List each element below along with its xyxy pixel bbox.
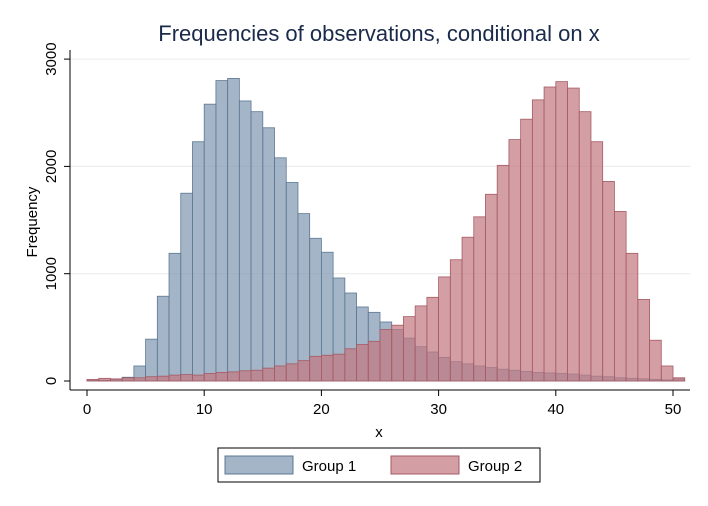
x-tick-label: 0: [83, 401, 91, 418]
bar: [215, 372, 229, 382]
y-tick-label: 0: [43, 377, 60, 385]
bar: [250, 111, 264, 382]
legend-swatch: [390, 455, 460, 475]
y-tick-label: 2000: [43, 150, 60, 183]
bar: [555, 81, 568, 382]
bar: [578, 111, 592, 382]
bar: [602, 181, 615, 382]
bar: [262, 127, 275, 382]
bar: [379, 329, 393, 382]
x-tick-label: 20: [313, 401, 330, 418]
bar: [180, 192, 193, 382]
bar: [98, 377, 111, 382]
axes: 0 1000 2000 3000 0 10 20 30 40 50: [43, 42, 690, 418]
bar: [297, 360, 311, 382]
legend: Group 1 Group 2: [217, 447, 541, 483]
bar: [238, 100, 252, 382]
bar: [531, 99, 545, 382]
bar: [485, 193, 498, 382]
bar: [414, 305, 428, 382]
legend-label: Group 2: [468, 458, 522, 475]
bar: [590, 141, 604, 382]
bar: [543, 86, 557, 382]
bars: [86, 78, 686, 382]
bar: [203, 103, 217, 382]
x-axis-label: x: [375, 424, 383, 441]
y-tick-label: 1000: [43, 257, 60, 290]
bar: [180, 374, 193, 382]
bar: [391, 324, 404, 382]
bar: [121, 377, 135, 382]
x-tick-label: 30: [430, 401, 447, 418]
bar: [567, 87, 580, 382]
bar: [461, 236, 475, 382]
bar: [145, 338, 158, 382]
bar: [660, 365, 674, 382]
legend-label: Group 1: [302, 458, 356, 475]
bar: [508, 139, 522, 382]
bar: [426, 296, 440, 382]
bar: [449, 259, 463, 382]
bar: [520, 118, 533, 382]
x-tick-label: 10: [196, 401, 213, 418]
bar: [356, 344, 369, 382]
chart-title: Frequencies of observations, conditional…: [158, 21, 599, 46]
y-tick-label: 3000: [43, 42, 60, 75]
legend-swatch: [224, 455, 294, 475]
bar: [238, 370, 252, 382]
bar: [110, 378, 123, 382]
bar: [274, 157, 287, 382]
bar: [192, 374, 205, 382]
bar: [614, 211, 627, 382]
bar: [672, 377, 686, 382]
bar: [262, 367, 275, 382]
bar: [637, 299, 650, 382]
bar: [274, 365, 287, 382]
bar: [227, 371, 240, 382]
bar: [227, 78, 240, 382]
bar: [320, 354, 334, 382]
bar: [649, 339, 662, 382]
bar: [285, 182, 299, 382]
bar: [496, 164, 510, 382]
series-2: [86, 81, 686, 382]
bar: [168, 374, 182, 382]
bar: [156, 375, 170, 382]
bar: [473, 216, 486, 382]
bar: [297, 213, 311, 382]
bar: [285, 363, 299, 382]
bar: [367, 340, 381, 382]
bar: [215, 80, 229, 382]
bar: [625, 252, 639, 382]
bar: [156, 295, 170, 382]
y-axis-label: Frequency: [24, 186, 41, 257]
bar: [192, 141, 205, 382]
bar: [344, 348, 357, 382]
bar: [145, 376, 158, 382]
bar: [309, 355, 322, 382]
x-tick-label: 50: [665, 401, 682, 418]
bar: [133, 377, 147, 382]
bar: [332, 353, 346, 382]
x-tick-label: 40: [547, 401, 564, 418]
bar: [203, 373, 217, 382]
bar: [250, 369, 264, 382]
bar: [403, 316, 416, 382]
bar: [168, 252, 182, 382]
bar: [438, 276, 451, 382]
bar: [86, 378, 100, 382]
